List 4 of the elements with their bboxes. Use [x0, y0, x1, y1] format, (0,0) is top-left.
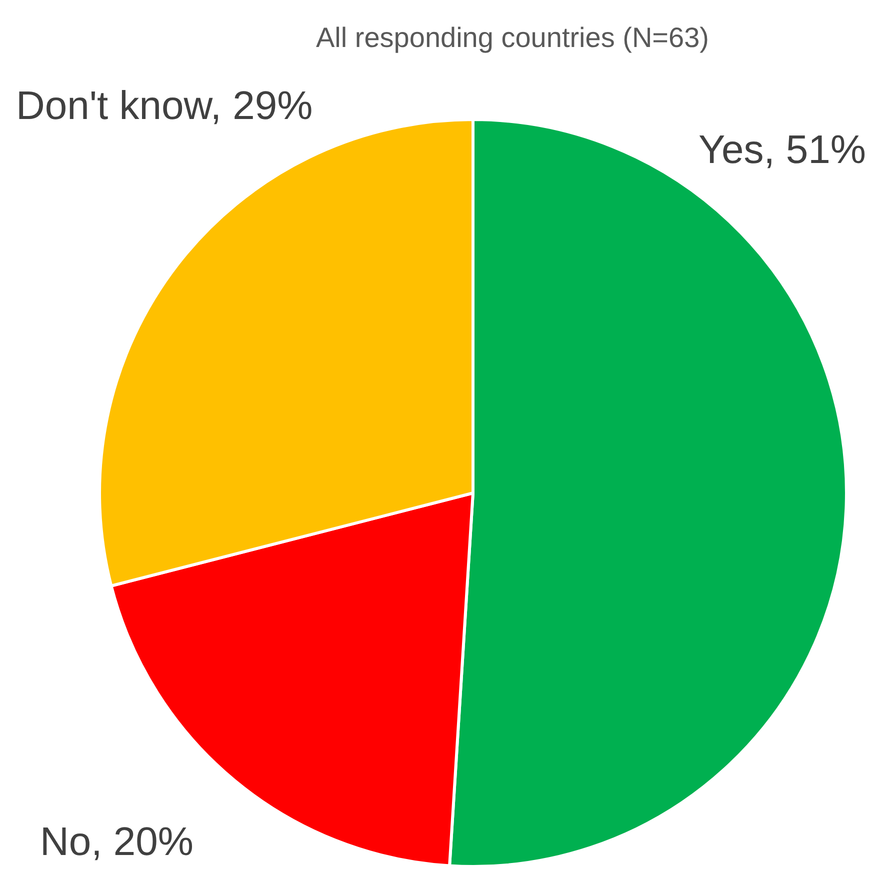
chart-title: All responding countries (N=63)	[315, 21, 710, 55]
slice-label: Don't know, 29%	[16, 84, 313, 128]
slice-label: No, 20%	[40, 820, 194, 864]
slice-label: Yes, 51%	[698, 128, 866, 172]
